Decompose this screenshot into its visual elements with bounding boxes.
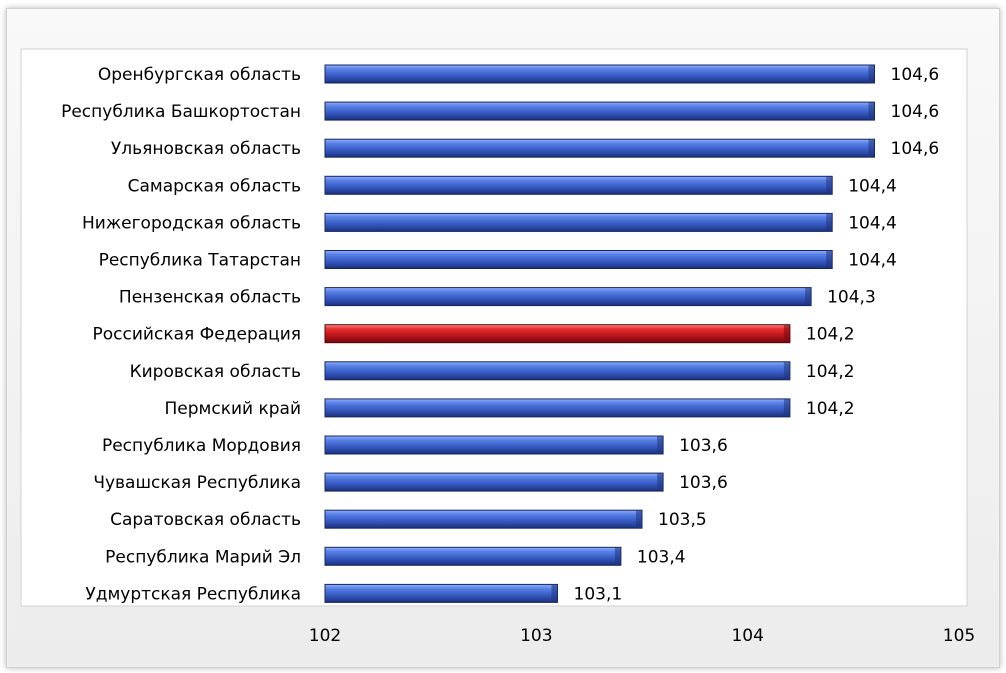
bar-end-cap [826,176,833,195]
category-label: Удмуртская Республика [85,584,301,604]
value-label: 103,6 [679,473,728,493]
value-label: 103,5 [658,510,707,530]
category-label: Республика Башкортостан [61,102,301,122]
bar [324,361,791,381]
value-label: 104,2 [806,325,855,345]
category-label: Нижегородская область [82,213,301,233]
bar-end-cap [551,584,558,603]
category-label: Оренбургская область [98,65,301,85]
bar [324,287,812,307]
value-label: 104,4 [848,176,897,196]
value-label: 104,4 [848,213,897,233]
bar-end-cap [657,473,664,492]
bar-end-cap [783,361,790,380]
category-label: Саратовская область [110,510,301,530]
value-label: 104,2 [806,362,855,382]
bar [324,398,791,418]
bar-end-cap [657,436,664,454]
category-label: Самарская область [128,176,301,196]
bar [324,583,558,603]
bar-highlight [324,324,791,344]
category-label: Кировская область [130,362,301,382]
bar-end-cap [868,65,875,83]
bar-end-cap [805,287,812,306]
bar [324,101,875,121]
category-label: Пензенская область [119,288,301,308]
category-label: Республика Мордовия [102,436,301,456]
value-label: 104,2 [806,399,855,419]
x-tick-label: 104 [731,626,763,646]
value-label: 104,3 [827,288,876,308]
bar-end-cap [868,139,875,158]
value-label: 103,6 [679,436,728,456]
bar [324,175,833,195]
bar-chart: Оренбургская область 104,6 Республика Башк… [20,48,975,646]
value-label: 104,6 [891,65,940,85]
x-tick-label: 103 [520,626,552,646]
bar [324,212,833,232]
bar-end-cap [783,324,790,343]
x-tick-label: 102 [309,626,341,646]
bar [324,138,875,158]
category-label: Республика Марий Эл [105,547,301,567]
bar [324,472,664,492]
value-label: 104,6 [891,102,940,122]
bar [324,546,622,566]
bar-end-cap [636,510,642,529]
x-tick-label: 105 [943,626,975,646]
value-label: 103,4 [637,547,686,567]
bar-end-cap [783,398,790,417]
category-label: Республика Татарстан [99,251,301,271]
bar-end-cap [826,213,833,232]
bar [324,64,875,84]
value-label: 104,4 [848,251,897,271]
category-label: Ульяновская область [111,139,301,159]
category-label: Пермский край [165,399,302,419]
category-label: Чувашская Республика [93,473,301,493]
value-label: 103,1 [574,584,623,604]
category-label: Российская Федерация [93,325,301,345]
bar-end-cap [826,250,833,269]
bar [324,250,833,269]
bar [324,435,664,455]
bar-end-cap [614,547,621,566]
bar-end-cap [868,102,875,121]
value-label: 104,6 [891,139,940,159]
bar [324,509,643,529]
chart-frame: Оренбургская область 104,6 Республика Башк… [6,8,1000,668]
